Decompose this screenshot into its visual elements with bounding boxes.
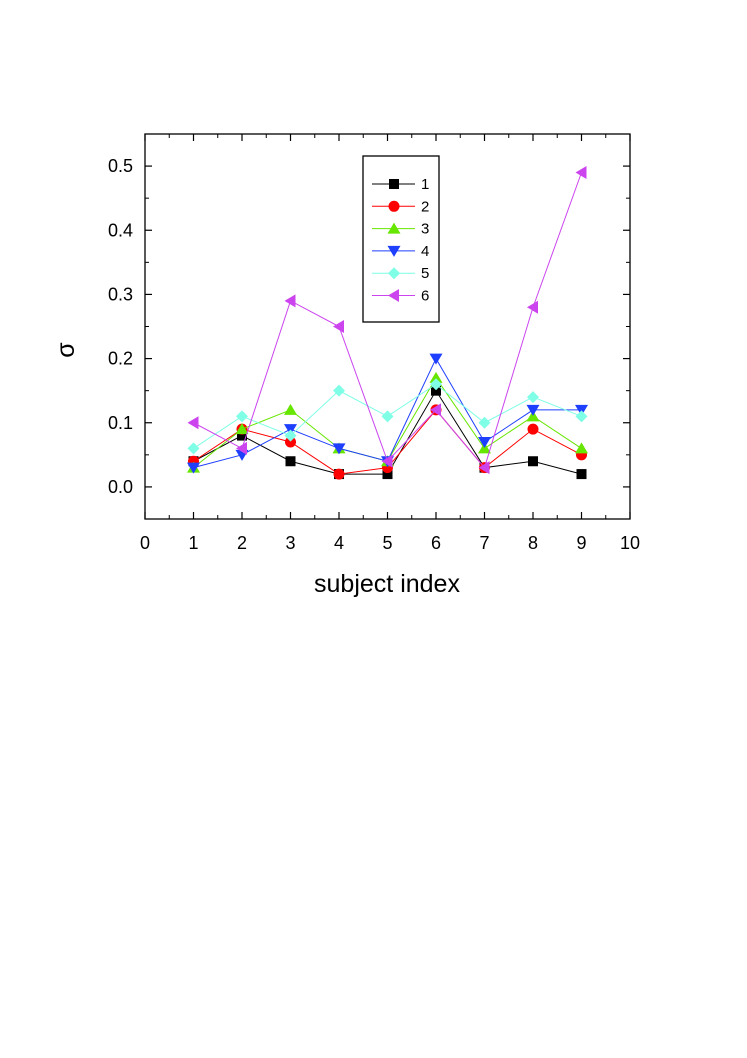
x-axis-title: subject index [314, 570, 460, 598]
data-point-5 [478, 416, 491, 429]
x-tick-label: 1 [188, 533, 198, 553]
data-point-1 [237, 430, 247, 441]
series-5 [187, 378, 588, 455]
data-point-6 [381, 454, 393, 468]
x-tick-label: 2 [237, 533, 247, 553]
data-point-4 [429, 353, 443, 365]
x-tick-label: 6 [431, 533, 441, 553]
legend-label-5: 5 [421, 265, 429, 282]
data-point-4 [526, 404, 540, 416]
data-point-5 [430, 378, 442, 391]
series-line-3 [193, 376, 582, 469]
axes: 0 1 2 3 4 5 6 7 8 9 10 0.0 0.1 0.2 0.3 0.4 0.5 [108, 133, 640, 553]
data-point-6 [333, 320, 344, 333]
x-tick-label: 7 [479, 533, 489, 553]
data-point-3 [284, 403, 297, 415]
data-point-6 [430, 403, 441, 417]
x-tick-label: 5 [382, 533, 392, 553]
legend-label-6: 6 [421, 288, 429, 305]
legend-marker-5 [388, 267, 400, 280]
data-point-4 [187, 462, 200, 474]
data-point-1 [382, 469, 393, 480]
y-tick-label: 0.5 [108, 156, 133, 176]
series-6 [187, 166, 587, 475]
data-point-2 [285, 436, 296, 448]
data-point-5 [527, 391, 539, 404]
x-tick-label: 4 [334, 533, 344, 553]
legend-marker-2 [388, 200, 400, 212]
data-point-2 [333, 468, 345, 480]
x-tick-label: 3 [285, 533, 295, 553]
data-point-5 [333, 384, 345, 397]
y-tick-label: 0.4 [108, 220, 133, 240]
x-tick-label: 10 [620, 533, 640, 553]
data-point-4 [332, 443, 346, 455]
data-point-3 [235, 423, 249, 435]
legend-label-1: 1 [421, 176, 429, 193]
legend-marker-1 [389, 179, 399, 189]
data-point-5 [381, 410, 394, 423]
data-point-5 [284, 429, 297, 442]
data-point-6 [478, 461, 490, 475]
data-point-3 [429, 371, 443, 383]
data-point-6 [575, 166, 587, 179]
data-point-3 [575, 442, 588, 454]
series-layer [187, 166, 588, 480]
y-axis-title: σ [52, 342, 80, 358]
legend: 1 2 3 4 5 6 [362, 155, 440, 323]
y-tick-label: 0.2 [108, 349, 133, 369]
data-point-2 [527, 423, 539, 435]
legend-label-2: 2 [421, 198, 429, 215]
legend-marker-3 [387, 222, 401, 234]
data-point-6 [187, 416, 199, 430]
legend-label-4: 4 [421, 243, 429, 260]
y-tick-label: 0.1 [108, 413, 133, 433]
data-point-1 [528, 456, 538, 467]
data-point-5 [236, 410, 248, 423]
data-point-1 [431, 385, 441, 396]
data-point-1 [576, 469, 587, 480]
x-tick-label: 8 [528, 533, 538, 553]
legend-marker-6 [388, 289, 399, 302]
y-tick-label: 0.0 [108, 477, 133, 497]
x-tick-label: 9 [576, 533, 586, 553]
y-tick-label: 0.3 [108, 284, 133, 304]
legend-marker-4 [387, 245, 401, 257]
legend-label-3: 3 [421, 221, 429, 238]
data-point-6 [284, 294, 296, 308]
data-point-5 [187, 442, 200, 455]
data-point-1 [285, 456, 296, 467]
data-point-5 [575, 410, 588, 423]
data-point-4 [478, 437, 491, 448]
data-point-6 [527, 300, 538, 314]
x-tick-label: 0 [140, 533, 150, 553]
data-point-6 [236, 441, 247, 455]
